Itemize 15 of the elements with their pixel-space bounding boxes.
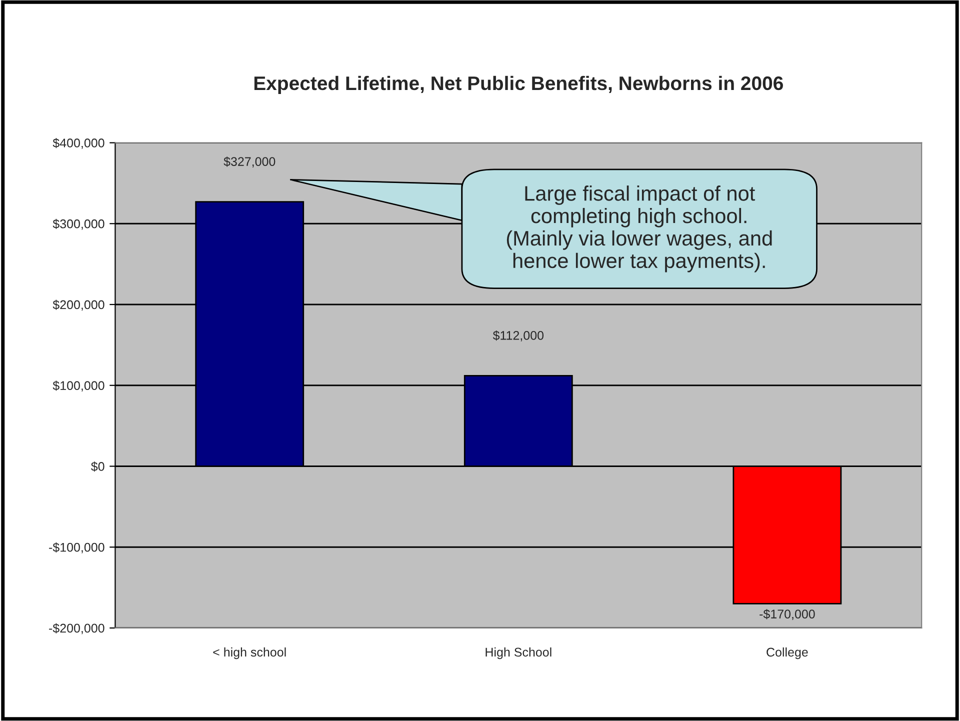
data-label: $112,000 [492,330,544,342]
x-tick-label: High School [486,647,552,660]
annotation: Large fiscal impact of not completing high school. (Mainly via lower wages, and hence lower tax payments). [506,186,772,272]
chart-title: Expected Lifetime, Net Public Benefits, Newborns in 2006 [254,76,783,94]
y-tick-label: $200,000 [52,300,104,311]
x-tick-label: College [766,647,808,660]
y-tick-label: $0 [91,462,104,472]
y-tick-label: -$200,000 [49,623,104,634]
data-label: $327,000 [224,156,276,168]
y-tick-label: -$100,000 [49,542,104,554]
y-tick-label: $100,000 [52,380,104,392]
y-tick-label: $400,000 [52,138,104,149]
data-label: -$170,000 [760,609,815,620]
x-tick-label: < high school [213,647,286,660]
y-tick-label: $300,000 [52,218,104,230]
